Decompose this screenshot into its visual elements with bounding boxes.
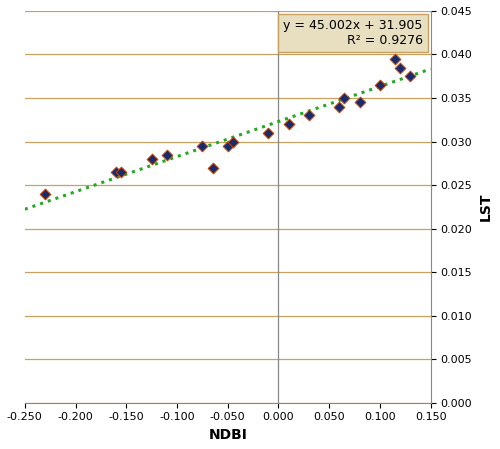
Point [229,138,237,145]
Point [163,151,171,158]
Point [208,164,216,171]
Point [148,155,156,163]
Y-axis label: LST: LST [479,193,493,221]
Point [396,64,404,71]
Point [284,120,292,128]
Point [117,168,125,176]
Point [41,190,49,198]
Point [198,142,206,150]
Point [112,168,120,176]
X-axis label: NDBI: NDBI [208,428,247,442]
Point [391,55,399,62]
Point [406,73,414,80]
Point [336,103,344,110]
Point [264,129,272,136]
Point [305,112,313,119]
Point [224,142,232,150]
Text: y = 45.002x + 31.905
R² = 0.9276: y = 45.002x + 31.905 R² = 0.9276 [283,19,422,47]
Point [376,81,384,88]
Point [340,94,348,101]
Point [356,99,364,106]
